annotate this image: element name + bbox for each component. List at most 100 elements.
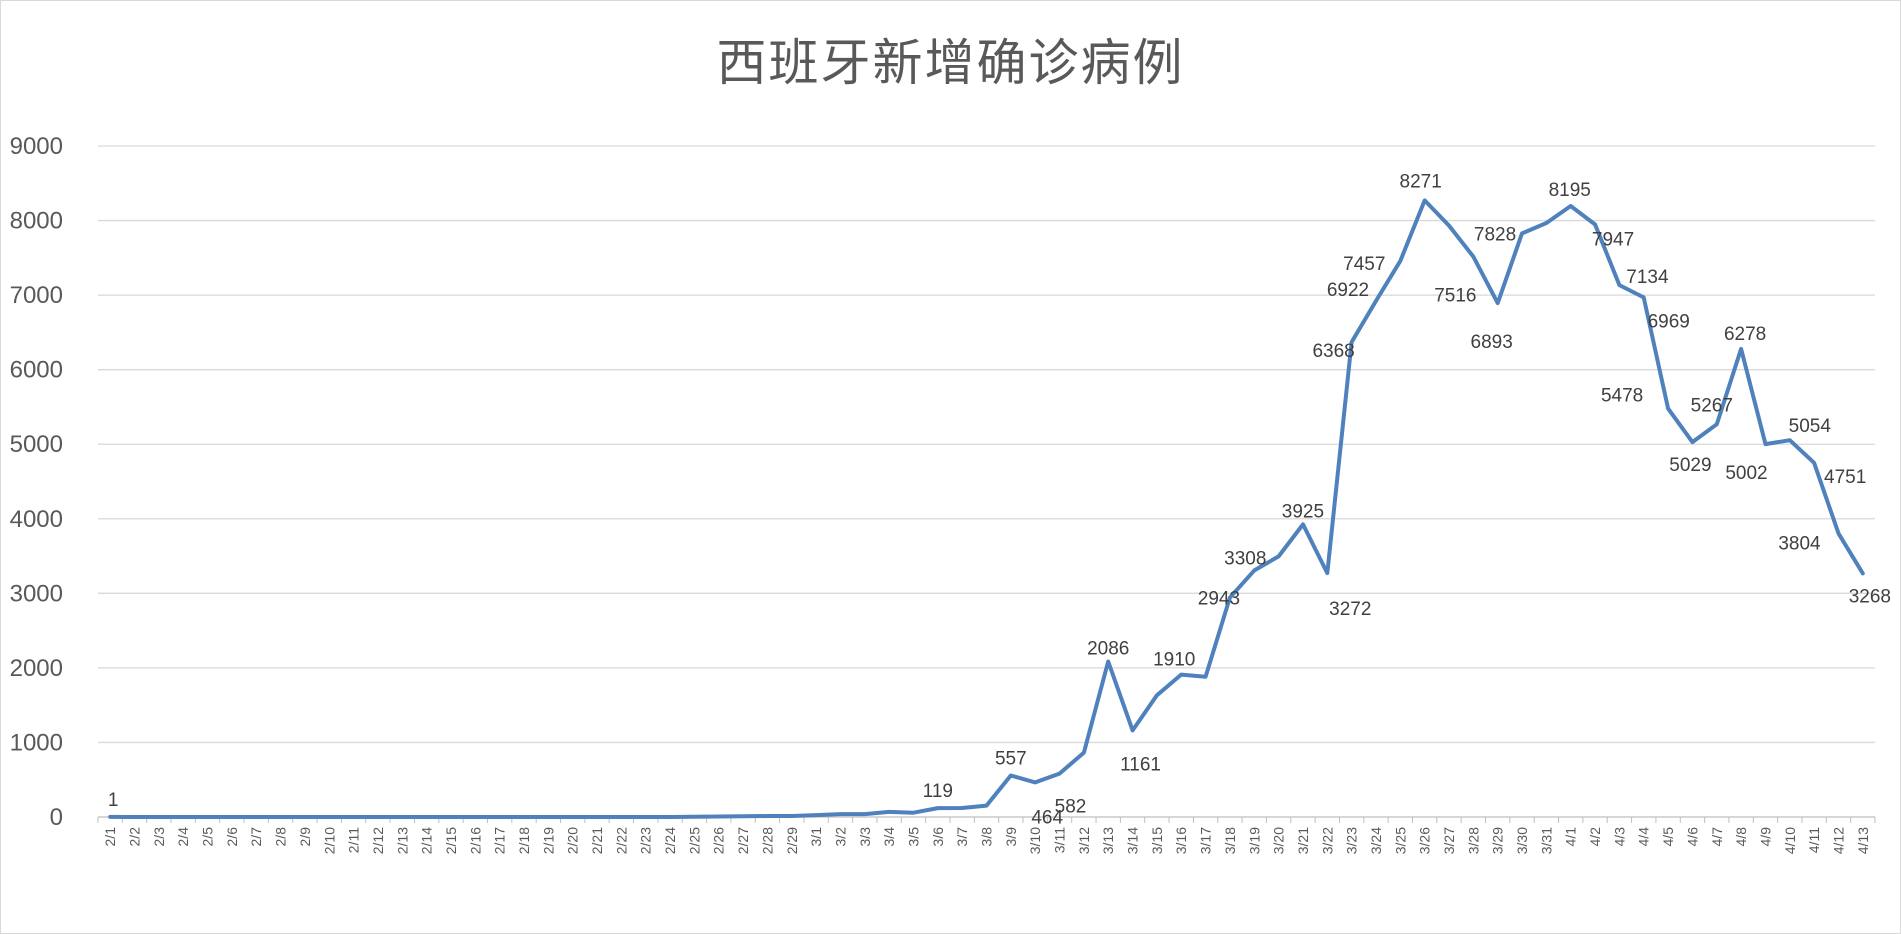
- y-axis: 0 1000 2000 3000 4000 5000 6000 7000 8000 9000: [10, 133, 63, 831]
- gridlines: [98, 145, 1875, 818]
- x-tick-label: 4/12: [1830, 827, 1846, 854]
- data-label: 2943: [1198, 589, 1240, 610]
- x-tick-label: 2/28: [759, 827, 775, 854]
- x-tick-label: 3/29: [1490, 827, 1506, 854]
- data-label: 8271: [1400, 171, 1442, 192]
- data-label: 6893: [1471, 332, 1513, 353]
- data-label: 5054: [1789, 416, 1832, 437]
- x-tick-label: 2/19: [540, 827, 556, 854]
- x-tick-label: 2/1: [102, 827, 118, 847]
- x-tick-label: 2/22: [613, 827, 629, 854]
- x-tick-label: 3/2: [832, 827, 848, 847]
- x-tick-label: 2/4: [175, 827, 191, 847]
- data-label: 464: [1031, 807, 1063, 828]
- x-tick-label: 4/2: [1587, 827, 1603, 847]
- x-tick-label: 3/8: [979, 827, 995, 847]
- x-tick-label: 2/5: [200, 827, 216, 847]
- data-label: 1: [108, 790, 119, 811]
- x-tick-label: 4/9: [1757, 827, 1773, 847]
- y-tick-label: 9000: [10, 133, 63, 160]
- data-label: 3268: [1849, 586, 1891, 607]
- x-tick-label: 4/13: [1855, 827, 1871, 854]
- x-tick-label: 2/27: [735, 827, 751, 854]
- data-label: 7947: [1592, 230, 1634, 251]
- x-tick-label: 2/18: [516, 827, 532, 854]
- series-line-layer: [108, 198, 1865, 819]
- chart-title: 西班牙新增确诊病例: [716, 34, 1185, 92]
- series-line: [108, 198, 1865, 819]
- y-tick-label: 5000: [10, 431, 63, 458]
- x-tick-label: 2/29: [784, 827, 800, 854]
- data-label: 582: [1055, 797, 1087, 818]
- x-tick-label: 3/3: [857, 827, 873, 847]
- data-label: 557: [995, 748, 1027, 769]
- x-tick-label: 3/9: [1003, 827, 1019, 847]
- x-tick-label: 3/22: [1319, 827, 1335, 854]
- x-tick-label: 2/2: [127, 827, 143, 847]
- data-label: 119: [923, 781, 953, 802]
- data-label: 7457: [1343, 254, 1385, 275]
- x-tick-label: 3/12: [1076, 827, 1092, 854]
- x-tick-label: 3/24: [1368, 827, 1384, 854]
- x-tick-label: 2/26: [711, 827, 727, 854]
- data-label: 5478: [1601, 386, 1643, 407]
- x-tick-label: 3/20: [1271, 827, 1287, 854]
- x-tick-label: 3/13: [1100, 827, 1116, 854]
- x-tick-label: 3/4: [881, 827, 897, 847]
- y-tick-label: 4000: [10, 506, 63, 533]
- x-tick-label: 3/10: [1027, 827, 1043, 854]
- data-label: 6278: [1724, 324, 1766, 345]
- x-tick-label: 2/11: [346, 827, 362, 853]
- x-tick-label: 2/14: [419, 827, 435, 854]
- x-tick-label: 4/5: [1660, 827, 1676, 847]
- data-label: 3308: [1224, 548, 1266, 569]
- x-tick-label: 3/23: [1344, 827, 1360, 854]
- x-tick-label: 4/1: [1563, 827, 1579, 847]
- data-label: 5029: [1669, 455, 1711, 476]
- x-tick-label: 3/26: [1417, 827, 1433, 854]
- data-label: 2086: [1087, 638, 1129, 659]
- y-tick-label: 2000: [10, 655, 63, 682]
- data-label: 6922: [1327, 280, 1369, 301]
- x-tick-label: 3/1: [808, 827, 824, 847]
- y-tick-label: 7000: [10, 282, 63, 309]
- x-tick-label: 2/7: [248, 827, 264, 847]
- x-tick-label: 3/15: [1149, 827, 1165, 854]
- x-tick-label: 3/19: [1246, 827, 1262, 854]
- data-label: 3925: [1282, 501, 1324, 522]
- data-label: 7516: [1434, 286, 1476, 307]
- x-tick-label: 2/3: [151, 827, 167, 847]
- data-label: 8195: [1549, 180, 1591, 201]
- data-label: 1161: [1120, 754, 1161, 775]
- x-tick-label: 3/21: [1295, 827, 1311, 854]
- x-tick-label: 2/17: [492, 827, 508, 854]
- x-tick-label: 3/14: [1125, 827, 1141, 854]
- x-tick-label: 2/9: [297, 827, 313, 847]
- data-label: 7828: [1474, 224, 1516, 245]
- x-tick-label: 2/16: [467, 827, 483, 854]
- x-tick-label: 3/6: [930, 827, 946, 847]
- x-tick-label: 2/6: [224, 827, 240, 847]
- data-label: 4751: [1824, 467, 1866, 488]
- x-tick-label: 2/8: [273, 827, 289, 847]
- x-tick-label: 2/23: [638, 827, 654, 854]
- x-axis: 2/1 2/2 2/3 2/4 2/5 2/6 2/7 2/8 2/9 2/10 2/11 2/12 2…: [97, 817, 1876, 854]
- x-tick-label: 3/31: [1538, 827, 1554, 854]
- data-label: 3804: [1778, 533, 1821, 554]
- x-tick-label: 2/25: [686, 827, 702, 854]
- x-tick-label: 4/3: [1611, 827, 1627, 847]
- x-tick-label: 2/24: [662, 827, 678, 854]
- x-tick-label: 4/11: [1806, 827, 1822, 853]
- x-tick-label: 4/10: [1782, 827, 1798, 854]
- y-tick-label: 8000: [10, 208, 63, 235]
- x-tick-label: 2/12: [370, 827, 386, 854]
- x-tick-label: 3/5: [905, 827, 921, 847]
- data-label: 5267: [1691, 395, 1733, 416]
- y-tick-label: 6000: [10, 357, 63, 384]
- y-tick-label: 3000: [10, 580, 63, 607]
- x-tick-label: 3/16: [1173, 827, 1189, 854]
- x-tick-label: 2/15: [443, 827, 459, 854]
